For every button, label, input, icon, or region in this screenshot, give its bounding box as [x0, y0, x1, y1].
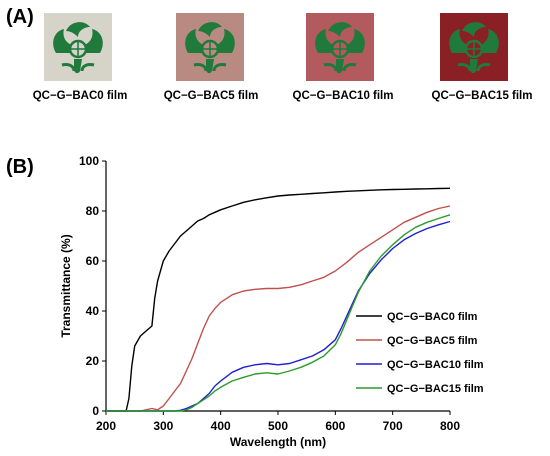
y-tick-label: 80 — [86, 204, 100, 218]
y-tick-label: 0 — [92, 404, 99, 418]
y-tick-label: 20 — [86, 354, 100, 368]
film-emblem-image — [306, 13, 374, 81]
legend-entry: QC−G−BAC0 film — [387, 311, 478, 323]
x-axis-label: Wavelength (nm) — [230, 435, 326, 449]
film-caption-bac0: QC−G−BAC0 film — [32, 90, 128, 102]
x-tick-label: 300 — [153, 419, 173, 433]
film-emblem-image — [440, 13, 508, 81]
chart-axes: 0 20 40 60 80 100 200 300 400 500 600 700 800 — [79, 154, 460, 433]
film-emblem-image — [176, 13, 244, 81]
film-photo-bac0 — [44, 13, 112, 81]
x-tick-label: 400 — [211, 419, 231, 433]
film-photo-bac15 — [440, 13, 508, 81]
legend-entry: QC−G−BAC5 film — [387, 335, 478, 347]
legend-entry: QC−G−BAC15 film — [387, 383, 484, 395]
y-tick-label: 40 — [86, 304, 100, 318]
y-tick-label: 100 — [79, 154, 99, 168]
legend-entry: QC−G−BAC10 film — [387, 359, 484, 371]
film-caption-bac10: QC−G−BAC10 film — [292, 90, 394, 102]
film-photo-bac10 — [306, 13, 374, 81]
panel-label-b: (B) — [6, 156, 34, 178]
chart-series-lines — [106, 187, 451, 412]
panel-label-a: (A) — [6, 6, 34, 28]
x-tick-label: 800 — [440, 419, 460, 433]
series-line-3 — [106, 214, 451, 412]
film-caption-bac5: QC−G−BAC5 film — [163, 90, 259, 102]
y-tick-label: 60 — [86, 254, 100, 268]
y-axis-label: Transmittance (%) — [59, 234, 73, 337]
x-tick-label: 500 — [268, 419, 288, 433]
series-line-0 — [106, 187, 451, 412]
film-photo-bac5 — [176, 13, 244, 81]
series-line-1 — [106, 205, 451, 412]
x-tick-label: 600 — [325, 419, 345, 433]
chart-legend: QC−G−BAC0 film QC−G−BAC5 film QC−G−BAC10 f… — [356, 311, 484, 395]
x-tick-label: 700 — [383, 419, 403, 433]
x-tick-label: 200 — [96, 419, 116, 433]
film-caption-bac15: QC−G−BAC15 film — [431, 90, 533, 102]
film-emblem-image — [44, 13, 112, 81]
